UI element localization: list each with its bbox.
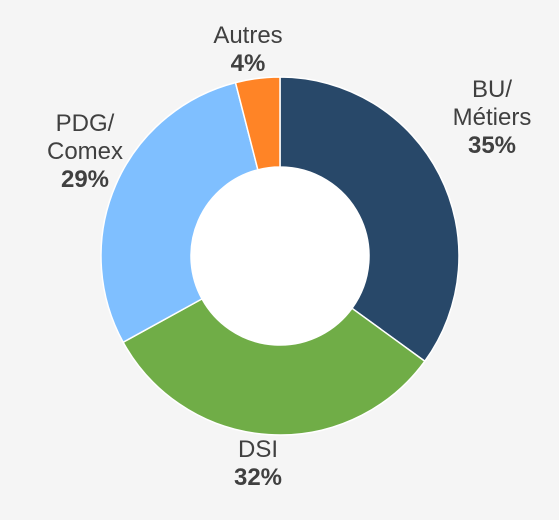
slice-name-pdg-comex-line2: Comex: [46, 138, 124, 165]
slice-name-dsi: DSI: [237, 436, 278, 463]
slice-value-bu-metiers: 35%: [467, 132, 517, 159]
slice-name-autres: Autres: [213, 22, 283, 49]
slice-name-bu-metiers-line2: Métiers: [452, 104, 532, 131]
slice-value-dsi: 32%: [233, 464, 283, 491]
slice-name-bu-metiers: BU/ Métiers: [437, 76, 547, 132]
slice-label-autres: Autres 4%: [193, 22, 303, 78]
slice-name-pdg-comex: PDG/ Comex: [30, 110, 140, 166]
slice-label-bu-metiers: BU/ Métiers 35%: [437, 76, 547, 160]
donut-hole: [191, 167, 369, 345]
slice-label-pdg-comex: PDG/ Comex 29%: [30, 110, 140, 194]
slice-name-bu-metiers-line1: BU/: [471, 76, 512, 103]
slice-label-dsi: DSI 32%: [208, 436, 308, 492]
slice-name-pdg-comex-line1: PDG/: [55, 110, 115, 137]
slice-value-pdg-comex: 29%: [60, 166, 110, 193]
slice-value-autres: 4%: [230, 50, 266, 77]
